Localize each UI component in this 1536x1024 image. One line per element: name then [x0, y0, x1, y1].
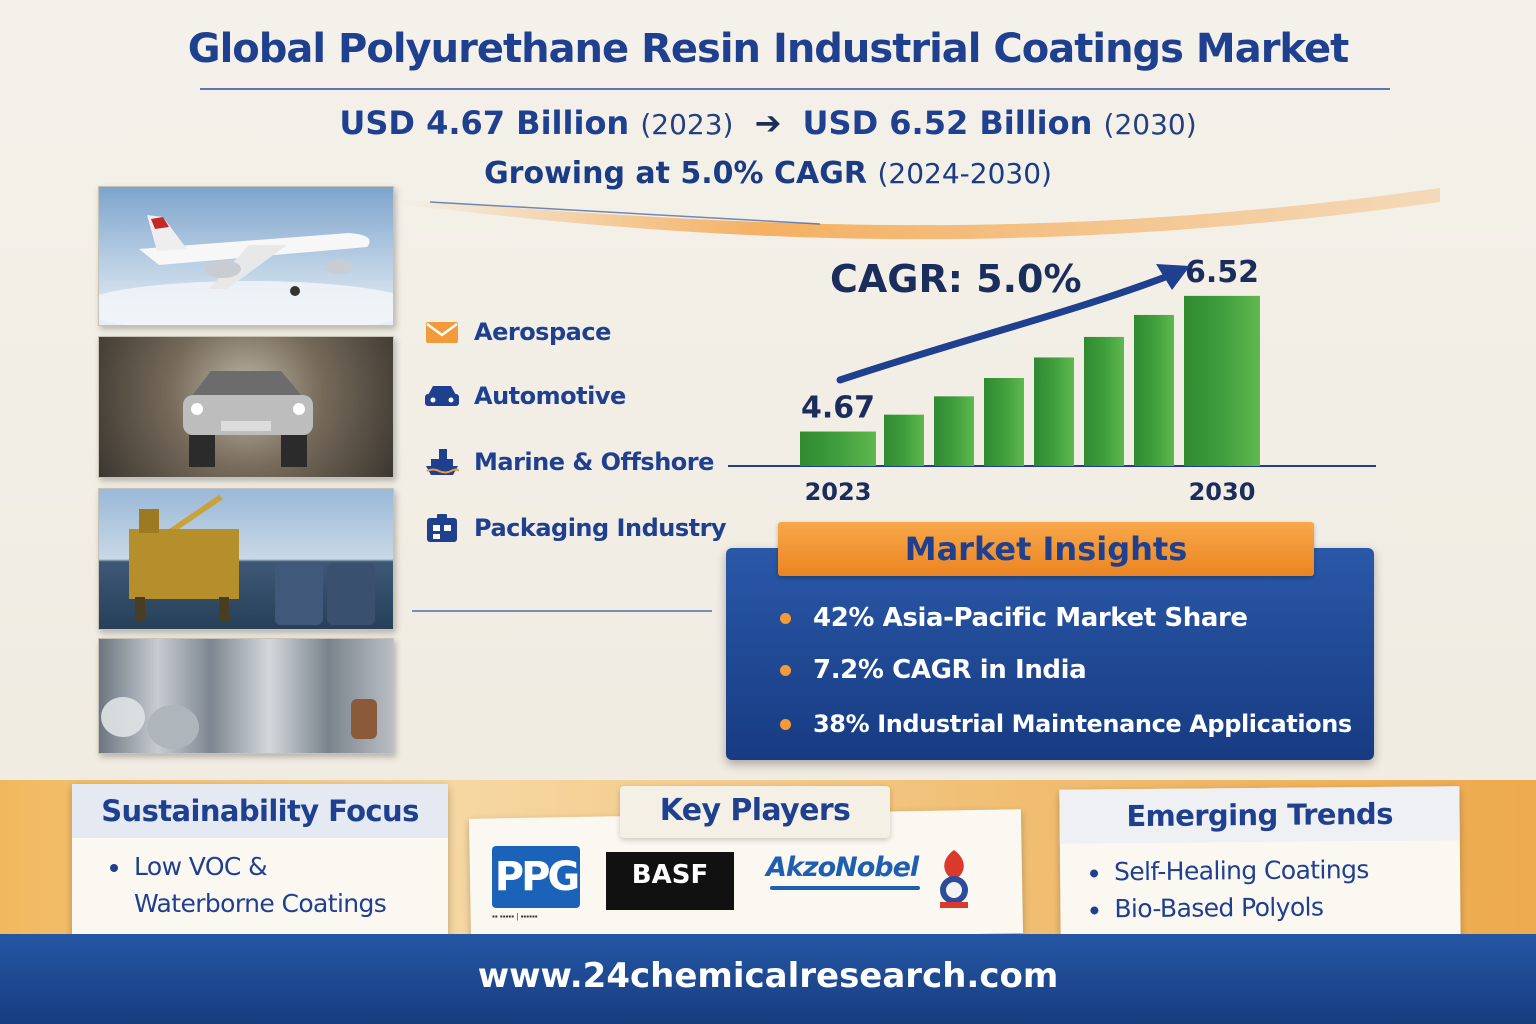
bullet-icon: [1090, 906, 1099, 915]
basf-logo: BASF: [606, 852, 734, 910]
bullet-icon: [1090, 869, 1099, 878]
insight-text: 7.2% CAGR in India: [813, 655, 1087, 685]
basf-logo-text: BASF: [631, 860, 709, 890]
industry-label: Automotive: [474, 382, 626, 410]
ship-icon: [424, 447, 460, 477]
market-growth-chart: 4.67 2023 6.52 2030 CAGR: 5.0%: [728, 255, 1376, 506]
market-value-line: USD 4.67 Billion (2023) ➔ USD 6.52 Billi…: [0, 104, 1536, 142]
marine-offshore-photo: [98, 488, 394, 630]
industry-item-marine: Marine & Offshore: [424, 442, 714, 482]
title-divider: [200, 88, 1390, 90]
right-arrow-icon: ➔: [754, 104, 782, 142]
oil-rig-icon: [129, 495, 375, 625]
akzonobel-logo: AkzoNobel: [766, 852, 919, 883]
chart-data-label: 6.52: [1185, 255, 1259, 290]
growth-text: Growing at 5.0% CAGR: [484, 156, 868, 191]
ppg-logo: PPG: [492, 846, 580, 908]
bullet-icon: [780, 664, 791, 676]
automotive-photo: [98, 336, 394, 478]
bullet-icon: [780, 612, 791, 624]
industry-item-packaging: Packaging Industry: [424, 508, 727, 548]
key-players-title: Key Players: [620, 786, 890, 838]
insight-text: 42% Asia-Pacific Market Share: [813, 603, 1248, 633]
chart-bar-2025: [934, 396, 974, 466]
chart-bar-2023: [800, 431, 876, 466]
industry-item-aerospace: Aerospace: [424, 312, 611, 352]
industry-label: Aerospace: [474, 318, 611, 346]
footer-bar: [0, 934, 1536, 1024]
envelope-icon: [424, 317, 460, 347]
value-end: USD 6.52 Billion: [802, 104, 1093, 142]
company-emblem-icon: [940, 850, 968, 908]
chart-bar-2026: [984, 378, 1024, 466]
akzonobel-swoosh: [770, 886, 920, 890]
chart-bar-2029: [1134, 314, 1174, 466]
insight-item: 7.2% CAGR in India: [780, 650, 1087, 690]
trend-text: Self-Healing Coatings: [1113, 855, 1369, 887]
chart-x-tick-label: 2030: [1189, 478, 1256, 506]
chart-bar-2024: [884, 414, 924, 466]
bullet-icon: [780, 718, 791, 730]
page-title: Global Polyurethane Resin Industrial Coa…: [187, 26, 1349, 72]
car-photo-icon: [99, 337, 393, 477]
value-start-year: (2023): [640, 108, 734, 141]
chart-data-label: 4.67: [801, 391, 875, 426]
chart-bar-2027: [1034, 357, 1074, 466]
growth-period: (2024-2030): [877, 157, 1052, 190]
cagr-annotation: CAGR: 5.0%: [830, 257, 1082, 301]
emerging-trends-title: Emerging Trends: [1059, 786, 1460, 844]
growth-line: Growing at 5.0% CAGR (2024-2030): [0, 156, 1536, 191]
sustainability-card: Sustainability Focus Low VOC & Waterborn…: [72, 784, 448, 936]
growth-arrow-shaft: [836, 272, 1172, 384]
market-insights-title: Market Insights: [778, 522, 1314, 576]
bullet-icon: [110, 864, 118, 872]
chart-x-tick-label: 2023: [805, 478, 872, 506]
industry-label: Packaging Industry: [474, 514, 727, 542]
aerospace-photo: [98, 186, 394, 326]
value-end-year: (2030): [1103, 108, 1197, 141]
sustainability-text: Low VOC &: [134, 852, 268, 881]
chart-bar-2030: [1184, 295, 1260, 466]
industry-label: Marine & Offshore: [474, 448, 714, 476]
package-icon: [424, 513, 460, 543]
airplane-icon: [99, 215, 393, 325]
insight-item: 42% Asia-Pacific Market Share: [780, 598, 1248, 638]
ppg-logo-caption: ▪▪ ▪▪▪▪▪ | ▪▪▪▪▪▪: [492, 912, 538, 921]
trend-text: Bio-Based Polyols: [1114, 892, 1324, 924]
chart-bar-2028: [1084, 336, 1124, 466]
growth-arrow-head-icon: [1156, 264, 1190, 290]
market-insights-panel: [726, 548, 1374, 760]
sustainability-title: Sustainability Focus: [72, 784, 448, 838]
insight-text: 38% Industrial Maintenance Applications: [813, 710, 1352, 738]
footer-url[interactable]: www.24chemicalresearch.com: [477, 956, 1059, 996]
steel-drums-icon: [101, 697, 377, 749]
orange-swoosh: [400, 188, 1440, 240]
car-icon: [424, 381, 460, 411]
value-start: USD 4.67 Billion: [339, 104, 630, 142]
trend-item: Self-Healing Coatings: [1060, 840, 1460, 886]
insight-item: 38% Industrial Maintenance Applications: [780, 704, 1352, 744]
emerging-trends-card: Emerging Trends Self-Healing Coatings Bi…: [1059, 786, 1461, 942]
industry-divider: [412, 610, 712, 612]
sustainability-line: Low VOC &: [72, 838, 448, 881]
trend-item: Bio-Based Polyols: [1060, 883, 1460, 923]
sustainability-line: Waterborne Coatings: [134, 889, 387, 918]
packaging-photo: [98, 638, 394, 754]
industry-item-automotive: Automotive: [424, 376, 626, 416]
